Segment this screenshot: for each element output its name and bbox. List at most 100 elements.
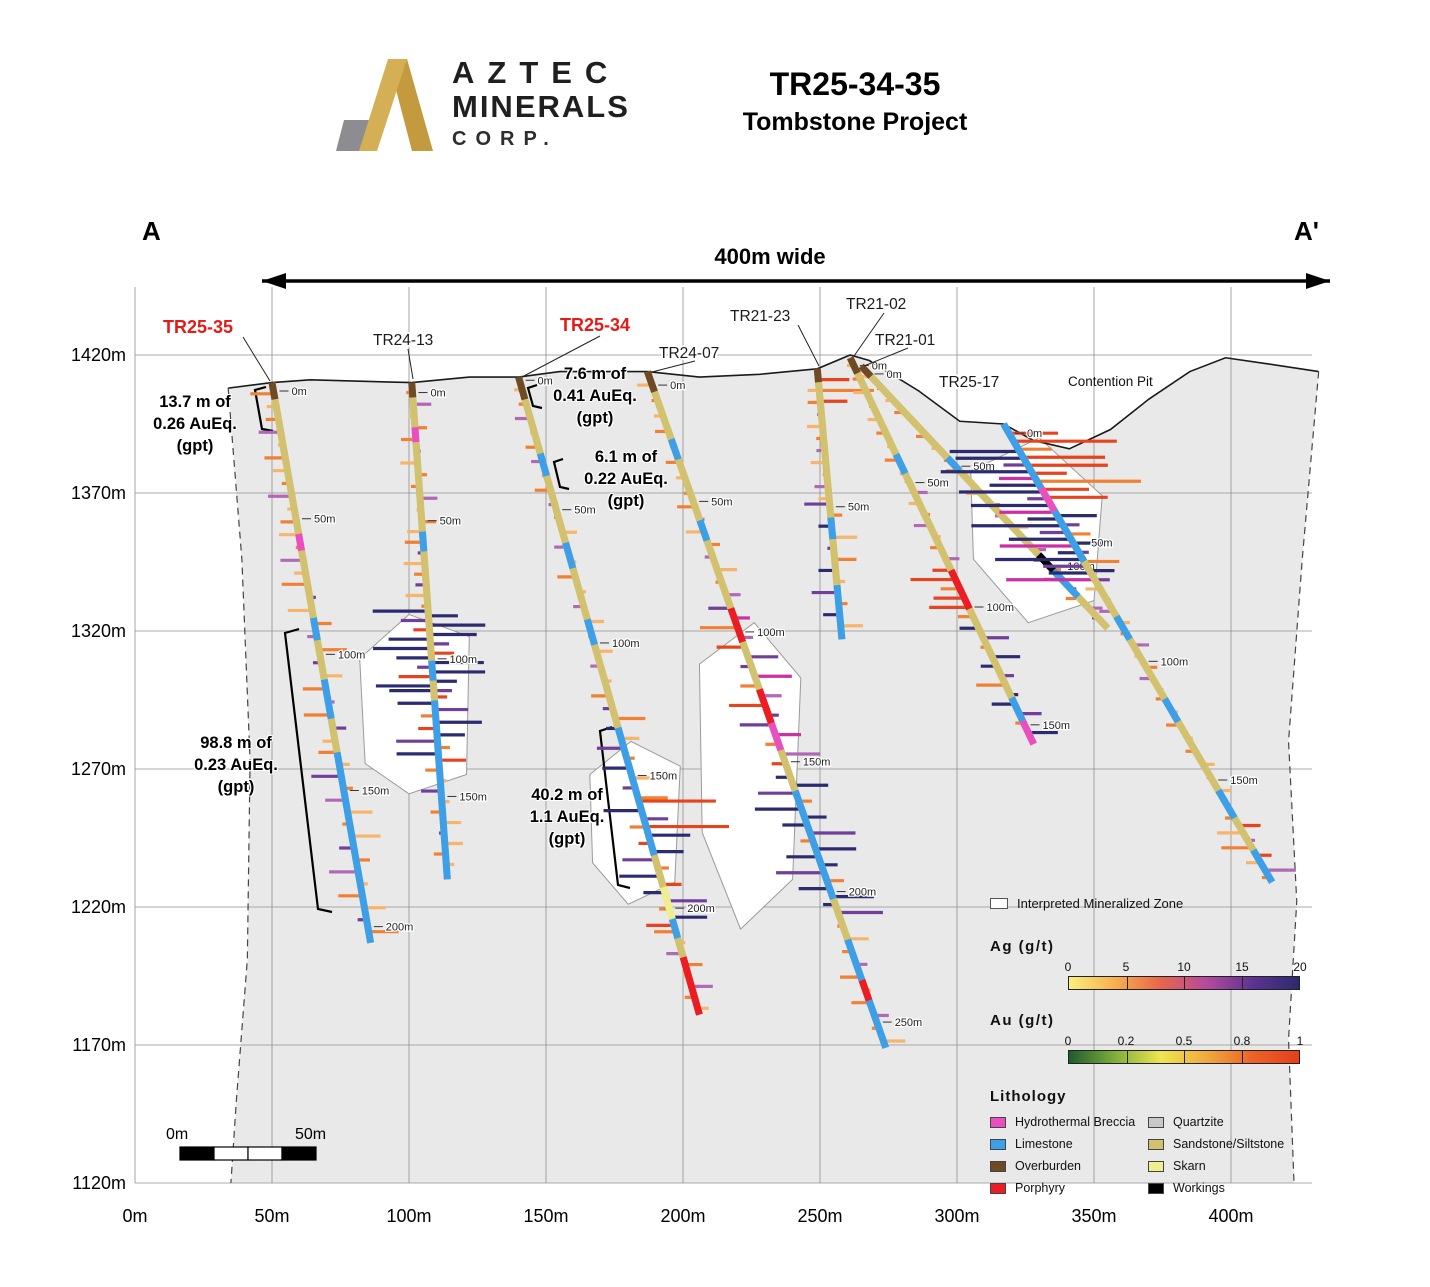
lith-segment-ls <box>320 678 335 720</box>
drill-hole-TR21-23: 50m TR21-23 <box>728 306 874 640</box>
annotation-bracket <box>598 725 631 890</box>
lith-segment-po <box>679 956 703 1016</box>
lithology-label: Overburden <box>1015 1159 1082 1173</box>
depth-marker-label: 100m <box>450 654 478 666</box>
annotation-7-6m: 7.6 m of 0.41 AuEq. (gpt) <box>553 365 637 427</box>
lith-segment-ss <box>739 640 763 691</box>
hole-label-leader <box>242 336 271 382</box>
au-tick: 0.2 <box>1117 1034 1135 1048</box>
lith-segment-ss <box>830 897 851 941</box>
lith-segment-hb <box>1019 719 1037 746</box>
mineralized-zone-label: Interpreted Mineralized Zone <box>1017 896 1184 911</box>
logo-line3: CORP. <box>452 128 558 150</box>
depth-marker-label: 50m <box>1091 538 1112 550</box>
ag-tick: 20 <box>1293 960 1307 974</box>
lith-segment-hb <box>768 722 785 752</box>
lithology-swatch <box>990 1160 1006 1172</box>
annotation-98-8m: 98.8 m of 0.23 AuEq. (gpt) <box>194 734 278 796</box>
lith-segment-po <box>858 978 873 1002</box>
depth-marker-label: 0m <box>886 369 901 381</box>
depth-marker-label: 100m <box>757 627 785 639</box>
hole-label-leader <box>863 347 909 367</box>
lith-segment-ss <box>1126 637 1168 701</box>
depth-marker-label: 150m <box>362 785 390 797</box>
hole-label-leader <box>797 324 820 367</box>
drill-hole-TR21-02: 0m 50m 100m 150m TR21-02 <box>844 294 1071 746</box>
contention-pit-label: Contention Pit <box>1068 374 1153 389</box>
lithology-title: Lithology <box>990 1088 1067 1105</box>
annotation-13-7m: 13.7 m of 0.26 AuEq. (gpt) <box>153 393 237 455</box>
lith-segment-ss <box>1175 720 1222 793</box>
section-end-a-prime: A' <box>1294 216 1319 246</box>
left-boundary-dashed <box>227 388 251 1184</box>
annotation-bracket <box>526 383 543 410</box>
lith-segment-ls <box>667 438 682 461</box>
lith-segment-po <box>727 607 747 644</box>
section-end-a: A <box>142 216 161 246</box>
lith-segment-ss <box>675 458 704 522</box>
au-tick: 0.5 <box>1175 1034 1193 1048</box>
lithology-item: Quartzite <box>1148 1115 1326 1129</box>
lith-segment-ss <box>543 474 569 544</box>
x-axis-label: 0m <box>122 1206 147 1226</box>
hole-label-TR25-17: TR25-17 <box>939 374 999 391</box>
lith-segment-ob <box>813 368 822 383</box>
drill-hole-TR24-13: 0m 50m 100m 150m TR24-13 <box>371 330 488 880</box>
lith-segment-ss <box>521 398 544 455</box>
depth-marker-label: 100m <box>1161 656 1189 668</box>
au-scale-title: Au (g/t) <box>990 1012 1055 1029</box>
mineralized-zone-swatch <box>990 898 1008 909</box>
lith-segment-ss <box>829 538 841 586</box>
legend-panel: Interpreted Mineralized Zone Ag (g/t) 0 … <box>990 896 1325 1199</box>
lith-segment-ss <box>868 374 950 461</box>
x-axis-label: 400m <box>1208 1206 1253 1226</box>
au-color-scale <box>1068 1050 1300 1064</box>
lith-segment-ss <box>420 551 436 662</box>
lith-segment-ob <box>408 382 417 398</box>
depth-marker-label: 50m <box>440 516 461 528</box>
depth-marker-label: 200m <box>687 903 715 915</box>
y-axis-label: 1170m <box>72 1035 126 1055</box>
lith-segment-ls <box>844 938 866 982</box>
depth-marker-label: 150m <box>803 757 831 769</box>
scale-bar-segment <box>247 1146 283 1161</box>
depth-marker-label: 100m <box>338 649 366 661</box>
hole-label-leader <box>853 312 885 357</box>
lith-segment-ls <box>428 660 437 681</box>
hole-label-TR21-23: TR21-23 <box>730 308 790 325</box>
lith-segment-po <box>756 688 775 725</box>
lith-segment-ls <box>309 617 321 641</box>
grid <box>134 287 1312 1184</box>
x-axis-label: 150m <box>523 1206 568 1226</box>
depth-marker-label: 0m <box>430 388 445 400</box>
width-arrow-head-right <box>1306 273 1330 289</box>
terrain-line <box>228 354 1319 450</box>
lith-segment-ls <box>1050 568 1081 600</box>
lith-segment-ss <box>815 382 835 518</box>
annotation-bracket <box>283 627 333 914</box>
lith-segment-ls <box>944 455 963 474</box>
scale-bar-segment <box>281 1146 317 1161</box>
lithology-swatch <box>1148 1182 1164 1194</box>
lith-segment-ss <box>674 937 687 959</box>
lithology-item: Workings <box>1148 1181 1326 1195</box>
depth-marker-label: 0m <box>872 360 887 372</box>
ag-scale-ticks: 0 5 10 15 20 <box>1064 960 1307 975</box>
x-axis-label: 350m <box>1071 1206 1116 1226</box>
lith-segment-ss <box>591 643 622 729</box>
ag-tick: 0 <box>1064 960 1072 974</box>
lith-segment-ls <box>791 789 837 901</box>
lith-segment-ss <box>1231 816 1257 852</box>
lithology-legend: Hydrothermal Breccia Limestone Overburde… <box>990 1111 1325 1199</box>
lithology-swatch <box>990 1138 1006 1150</box>
lithology-swatch <box>1148 1160 1164 1172</box>
au-scale-ticks: 0 0.2 0.5 0.8 1 <box>1065 1034 1304 1049</box>
lith-segment-ss <box>409 397 419 428</box>
lith-segment-ls <box>1000 422 1045 490</box>
axis-labels: 0m 50m 100m 150m 200m 250m 300m 350m 400m1420m13… <box>71 345 1254 1226</box>
lith-segment-ss <box>1081 559 1120 619</box>
depth-marker-label: 50m <box>574 505 595 517</box>
annotation-40-2m: 40.2 m of 1.1 AuEq. (gpt) <box>529 786 605 848</box>
lith-segment-ls <box>614 726 658 857</box>
depth-marker-label: 100m <box>987 602 1015 614</box>
